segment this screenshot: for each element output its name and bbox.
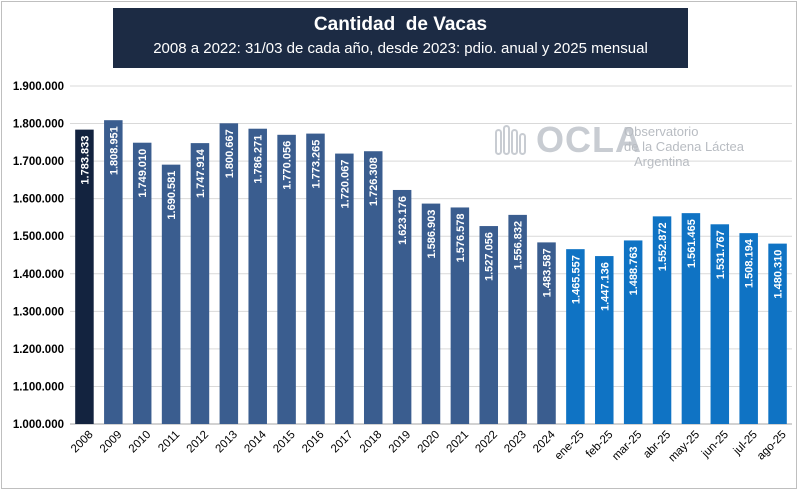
x-tick-label: 2011 [156, 429, 182, 455]
bar-value-label: 1.747.914 [195, 148, 207, 198]
bar-value-label: 1.527.056 [484, 232, 496, 281]
bar [132, 142, 152, 424]
x-tick-label: 2019 [387, 429, 414, 456]
bar-value-label: 1.556.832 [513, 221, 525, 270]
bar-value-label: 1.720.067 [339, 160, 351, 209]
y-tick-label: 1.500.000 [13, 231, 64, 243]
x-tick-label: ago-25 [755, 429, 789, 463]
bar-value-label: 1.786.271 [253, 135, 265, 184]
watermark-line3: Argentina [634, 154, 690, 169]
chart-title: Cantidad de Vacas [313, 14, 488, 35]
x-tick-label: 2023 [502, 429, 529, 456]
x-tick-label: 2013 [213, 429, 240, 456]
x-tick-label: ene-25 [553, 429, 587, 463]
ocla-logo-icon [495, 125, 526, 155]
watermark-line1: Observatorio [624, 124, 699, 139]
bar-value-label: 1.465.557 [570, 255, 582, 304]
chart-subtitle: 2008 a 2022: 31/03 de cada año, desde 20… [153, 40, 648, 57]
x-tick-label: 2017 [329, 429, 356, 456]
bar [537, 242, 556, 424]
y-tick-label: 1.900.000 [13, 81, 64, 93]
bar-value-label: 1.773.265 [310, 140, 322, 189]
y-tick-label: 1.600.000 [13, 194, 64, 206]
bar [681, 213, 701, 424]
bar-value-label: 1.808.951 [108, 126, 120, 175]
bar-value-label: 1.480.310 [773, 250, 785, 299]
bar [190, 143, 210, 424]
bar [739, 233, 758, 424]
title-banner: Cantidad de Vacas 2008 a 2022: 31/03 de … [113, 8, 688, 68]
bar-value-label: 1.483.587 [542, 248, 554, 297]
bar [248, 128, 267, 425]
y-tick-label: 1.100.000 [13, 381, 64, 393]
bar [277, 134, 296, 424]
y-tick-label: 1.800.000 [13, 119, 64, 131]
bar [450, 207, 470, 424]
x-tick-label: 2009 [98, 429, 125, 456]
bar [566, 249, 585, 424]
bar [219, 123, 239, 425]
watermark-line2: de la Cadena Láctea [624, 139, 744, 154]
x-tick-label: 2008 [69, 429, 96, 456]
bar-value-label: 1.749.010 [137, 149, 149, 198]
x-tick-label: 2016 [300, 429, 327, 456]
y-tick-label: 1.000.000 [13, 419, 64, 431]
y-tick-label: 1.700.000 [13, 156, 64, 168]
bar-value-label: 1.531.767 [715, 230, 727, 279]
bar-value-label: 1.488.763 [628, 246, 640, 295]
bar [623, 240, 643, 424]
x-tick-label: 2014 [242, 428, 269, 455]
bar-value-label: 1.576.578 [455, 213, 467, 262]
x-tick-label: 2022 [473, 429, 500, 456]
bar [392, 189, 412, 424]
bar-value-label: 1.726.308 [368, 157, 380, 206]
bar [595, 256, 614, 424]
bar [363, 151, 383, 424]
y-tick-label: 1.300.000 [13, 306, 64, 318]
bar [161, 164, 181, 424]
ocla-watermark: OCLA Observatorio de la Cadena Láctea Ar… [494, 118, 754, 180]
y-tick-label: 1.400.000 [13, 269, 64, 281]
bar [768, 243, 787, 424]
bar [421, 203, 441, 424]
bar [335, 153, 354, 425]
y-tick-label: 1.200.000 [13, 344, 64, 356]
bar-value-label: 1.800.667 [224, 129, 236, 178]
x-tick-label: may-25 [667, 429, 703, 465]
x-tick-label: 2020 [416, 429, 443, 456]
watermark-brand: OCLA [536, 119, 642, 160]
bar-value-label: 1.561.465 [686, 219, 698, 268]
x-tick-label: 2010 [127, 429, 154, 456]
bar [104, 120, 123, 424]
bar-value-label: 1.447.136 [599, 262, 611, 311]
bar-value-label: 1.552.872 [657, 222, 669, 271]
x-tick-label: 2021 [445, 429, 472, 456]
bar-value-label: 1.690.581 [166, 171, 178, 220]
x-tick-label: 2024 [531, 428, 558, 455]
watermark-text: Observatorio de la Cadena Láctea Argenti… [624, 124, 744, 169]
x-tick-label: 2012 [185, 429, 212, 456]
bar-value-label: 1.586.903 [426, 210, 438, 259]
bar [306, 133, 325, 424]
bar [652, 216, 672, 424]
bar [710, 224, 730, 424]
bar [75, 129, 94, 424]
x-tick-label: 2018 [358, 429, 385, 456]
x-tick-label: mar-25 [610, 429, 644, 463]
bar-value-label: 1.508.194 [744, 238, 756, 288]
x-tick-label: jun-25 [699, 429, 731, 461]
bar-value-label: 1.783.833 [79, 136, 91, 185]
x-tick-label: 2015 [271, 429, 298, 456]
bar-value-label: 1.770.056 [282, 141, 294, 190]
bar [479, 226, 499, 424]
bar [508, 214, 527, 424]
bar-value-label: 1.623.176 [397, 196, 409, 245]
